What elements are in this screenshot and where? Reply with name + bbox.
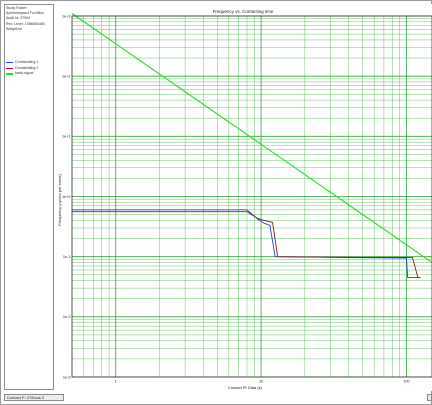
legend-item-series-1[interactable]: Contabutting 1 bbox=[6, 60, 52, 66]
chart-legend: Contabutting 1 Contabutting 2 bank-signa… bbox=[6, 60, 52, 77]
chart-title: Frequency vs. Contacting time bbox=[213, 9, 274, 14]
weight-label: Weight:ne bbox=[6, 26, 23, 31]
study-info: Study Folder: Acmimimpand Fox3Box Audit … bbox=[6, 6, 52, 32]
y-tick-label: 1e+0 bbox=[62, 195, 71, 199]
revision-level: Rev. Level: 1086684480 bbox=[6, 21, 45, 26]
y-tick-label: 1e-2 bbox=[63, 315, 71, 319]
status-bar: Contact P: 278/cus 2 bbox=[4, 394, 64, 401]
scroll-right-button[interactable] bbox=[427, 394, 432, 401]
legend-label-series-2: Contabutting 2 bbox=[15, 65, 39, 70]
x-tick-label: 1 bbox=[115, 380, 117, 384]
legend-item-series-2[interactable]: Contabutting 2 bbox=[6, 66, 52, 72]
series-layer bbox=[71, 13, 432, 278]
series-line-2 bbox=[72, 211, 421, 278]
frequency-chart: 1e-3 1e-2 1e-1 1e+0 1e+1 1e+2 1e+3 1 10 100 Frequ… bbox=[55, 4, 432, 391]
y-tick-label: 1e-3 bbox=[63, 375, 71, 379]
legend-swatch-series-1 bbox=[6, 62, 13, 64]
plot-area-background bbox=[55, 4, 432, 391]
axis-layer: 1e-3 1e-2 1e-1 1e+0 1e+1 1e+2 1e+3 1 10 100 bbox=[62, 14, 432, 384]
series-line-3 bbox=[71, 13, 432, 263]
x-tick-label: 100 bbox=[403, 380, 409, 384]
x-tick-label: 10 bbox=[259, 380, 263, 384]
legend-swatch-series-3 bbox=[6, 73, 13, 75]
x-axis-label: Contact Pt Data (s) bbox=[228, 385, 263, 390]
y-tick-label: 1e+2 bbox=[62, 74, 71, 78]
plot-frame bbox=[71, 15, 432, 378]
study-folder-value: Acmimimpand Fox3Box bbox=[6, 11, 44, 16]
legend-swatch-series-2 bbox=[6, 67, 13, 70]
y-axis-label: Frequency (cycles per event) bbox=[57, 174, 62, 226]
legend-label-series-3: bank-signal bbox=[15, 71, 34, 76]
y-tick-label: 1e+1 bbox=[62, 135, 71, 139]
study-folder-label: Study Folder: bbox=[6, 6, 28, 10]
info-legend-panel: Study Folder: Acmimimpand Fox3Box Audit … bbox=[4, 4, 54, 390]
y-tick-label: 1e-1 bbox=[63, 255, 71, 259]
y-tick-label: 1e+3 bbox=[62, 14, 71, 18]
status-text: Contact P: 278/cus 2 bbox=[7, 395, 45, 400]
grid-layer bbox=[71, 15, 432, 378]
legend-item-series-3[interactable]: bank-signal bbox=[6, 71, 52, 77]
legend-label-series-1: Contabutting 1 bbox=[15, 60, 39, 65]
audit-id: Audit Id: 37994 bbox=[6, 16, 31, 21]
